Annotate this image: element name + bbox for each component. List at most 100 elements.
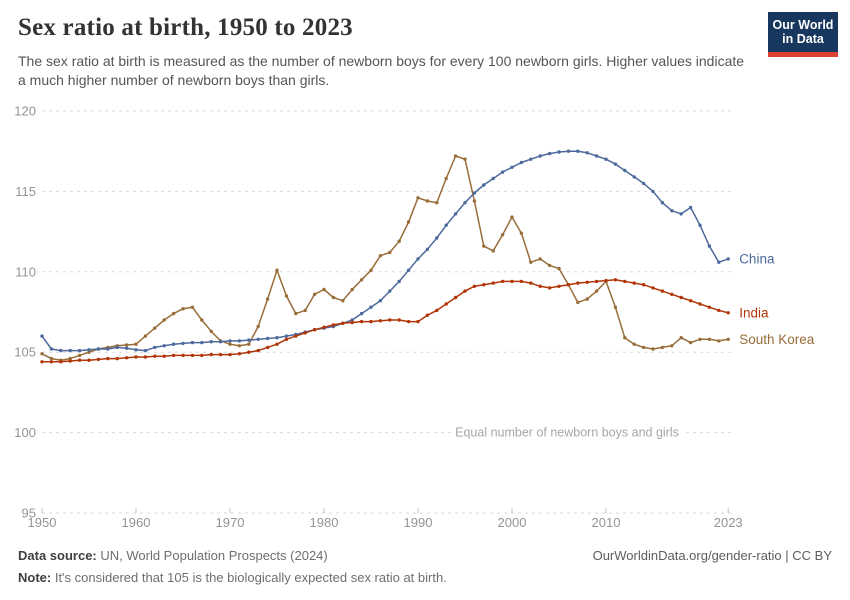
series-point-china-1967[interactable] [200,340,204,345]
series-point-south-korea-1951[interactable] [49,356,54,361]
series-point-china-1953[interactable] [68,348,72,353]
series-point-india-1982[interactable] [341,321,345,325]
series-point-south-korea-2012[interactable] [623,336,627,340]
series-point-south-korea-2013[interactable] [632,342,636,346]
series-point-india-2023[interactable] [726,311,730,315]
series-point-india-2010[interactable] [604,278,608,283]
series-point-india-1993[interactable] [444,302,448,306]
series-line-south-korea[interactable] [41,155,729,361]
series-point-china-2009[interactable] [594,154,599,158]
series-point-china-1966[interactable] [190,340,195,345]
series-point-south-korea-1997[interactable] [482,244,486,248]
series-point-south-korea-1985[interactable] [369,268,373,272]
series-point-india-1977[interactable] [294,334,298,338]
series-point-south-korea-1983[interactable] [350,287,354,292]
series-point-china-2000[interactable] [510,165,514,169]
series-point-south-korea-2018[interactable] [679,336,683,340]
series-point-south-korea-1981[interactable] [331,295,336,300]
series-point-india-1997[interactable] [482,283,486,287]
series-point-india-1994[interactable] [453,295,458,300]
series-point-south-korea-1971[interactable] [237,344,242,348]
citation-link[interactable]: OurWorldinData.org/gender-ratio | CC BY [592,548,832,563]
series-point-south-korea-1954[interactable] [77,353,82,358]
series-point-china-1996[interactable] [472,191,477,195]
series-point-south-korea-1950[interactable] [40,352,44,356]
series-point-south-korea-1962[interactable] [153,326,157,330]
series-point-south-korea-2005[interactable] [557,266,561,271]
series-point-india-1984[interactable] [359,319,364,324]
series-point-china-2010[interactable] [604,157,608,161]
series-point-china-1985[interactable] [369,305,373,309]
series-point-south-korea-2014[interactable] [641,345,646,350]
series-point-south-korea-1955[interactable] [87,350,91,354]
series-point-south-korea-2007[interactable] [576,300,580,305]
series-point-india-2014[interactable] [641,283,646,287]
series-point-china-1950[interactable] [40,334,44,338]
series-point-south-korea-1992[interactable] [435,201,439,205]
series-point-china-1955[interactable] [87,348,91,352]
series-point-south-korea-1988[interactable] [397,239,401,243]
series-point-south-korea-1989[interactable] [406,220,411,224]
series-point-india-1959[interactable] [124,356,129,360]
series-point-china-2007[interactable] [576,149,580,153]
series-point-china-2004[interactable] [547,151,552,156]
series-point-china-1974[interactable] [265,336,270,341]
series-point-india-2017[interactable] [670,292,674,296]
series-point-south-korea-1970[interactable] [228,342,232,346]
series-point-south-korea-2003[interactable] [538,257,542,261]
series-point-south-korea-2004[interactable] [547,263,552,268]
series-point-china-1975[interactable] [275,336,279,340]
series-point-china-1994[interactable] [453,212,458,216]
series-point-south-korea-1982[interactable] [341,299,345,303]
series-point-india-2000[interactable] [510,279,514,284]
series-point-india-1980[interactable] [322,325,326,329]
series-point-china-1954[interactable] [77,348,82,353]
series-point-china-2006[interactable] [566,149,571,153]
series-point-south-korea-1964[interactable] [171,311,176,316]
series-point-india-1978[interactable] [303,331,307,335]
series-point-india-1954[interactable] [77,358,82,362]
series-point-india-1974[interactable] [265,345,270,350]
series-point-china-1951[interactable] [49,347,54,351]
series-point-south-korea-2021[interactable] [707,337,712,341]
series-point-india-1989[interactable] [406,319,411,324]
series-point-south-korea-1965[interactable] [181,307,185,311]
series-point-india-1975[interactable] [275,342,279,346]
series-point-south-korea-1979[interactable] [312,292,317,296]
series-point-china-1973[interactable] [256,337,260,341]
series-point-china-2016[interactable] [660,201,665,205]
series-label-china[interactable]: China [739,251,775,266]
series-point-china-1993[interactable] [444,223,448,227]
series-point-china-2018[interactable] [679,212,683,216]
series-point-india-1987[interactable] [388,318,392,322]
series-point-south-korea-2008[interactable] [585,297,589,301]
series-point-china-1987[interactable] [388,289,392,293]
series-point-china-2005[interactable] [557,150,561,154]
series-point-india-1956[interactable] [96,357,101,362]
series-point-china-1952[interactable] [59,348,63,353]
series-point-china-2011[interactable] [613,162,618,166]
series-point-india-1985[interactable] [369,319,373,324]
series-point-india-2012[interactable] [623,279,627,284]
series-point-india-1968[interactable] [209,352,213,357]
series-point-india-2008[interactable] [585,280,589,284]
series-point-south-korea-2023[interactable] [726,337,730,341]
sex-ratio-line-chart[interactable]: 95 100 105 110 115 120 1950 1960 1970 1980 1990 200… [0,0,850,545]
series-point-india-1996[interactable] [472,284,477,288]
series-point-china-1960[interactable] [134,348,138,352]
series-point-india-2020[interactable] [698,302,702,306]
series-point-south-korea-1963[interactable] [162,318,166,322]
series-point-south-korea-1999[interactable] [500,233,505,237]
series-point-china-1991[interactable] [425,247,430,251]
series-point-india-1988[interactable] [397,318,401,322]
series-point-south-korea-2016[interactable] [660,345,665,350]
series-point-india-2011[interactable] [613,278,618,282]
series-point-india-1992[interactable] [435,308,439,313]
series-point-china-1962[interactable] [153,345,157,350]
series-point-china-2002[interactable] [529,157,533,161]
series-point-south-korea-1987[interactable] [388,250,392,255]
series-point-china-1990[interactable] [416,257,420,261]
series-point-south-korea-1974[interactable] [265,297,270,301]
series-point-south-korea-1990[interactable] [416,196,420,200]
series-point-south-korea-1995[interactable] [463,157,467,161]
